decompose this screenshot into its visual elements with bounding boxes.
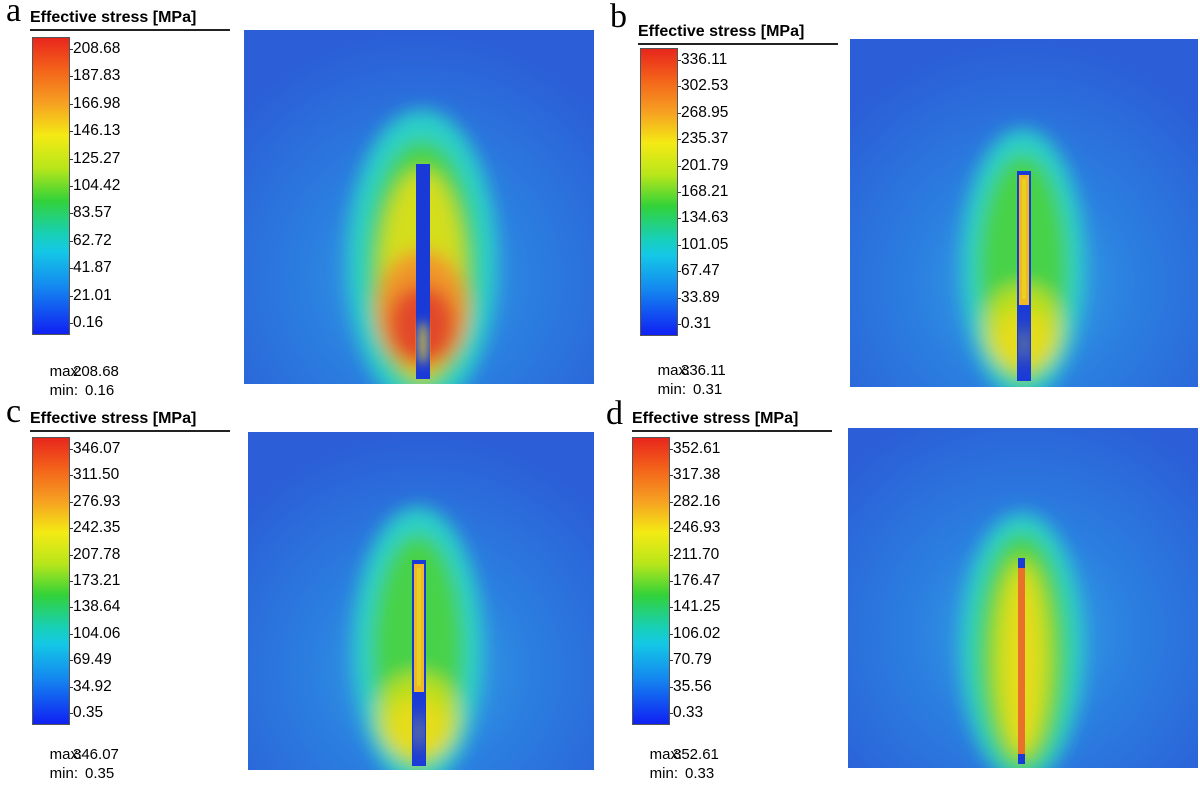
slot bbox=[416, 164, 430, 379]
min-value: 0.31 bbox=[693, 381, 723, 398]
color-scale-bar bbox=[632, 437, 670, 725]
tick-label: 104.06 bbox=[69, 624, 121, 642]
tick-label: 62.72 bbox=[70, 231, 112, 249]
tick-label: 101.05 bbox=[677, 235, 729, 253]
max-readout: max: 352.61 bbox=[633, 728, 719, 782]
tick-label: 208.68 bbox=[69, 40, 121, 57]
min-readout: min: 0.16 bbox=[33, 364, 115, 418]
tick-label: 0.35 bbox=[69, 704, 104, 721]
color-scale-bar bbox=[640, 48, 678, 336]
panel-letter: a bbox=[6, 0, 22, 29]
tick-label: 104.42 bbox=[69, 177, 121, 194]
contour-field bbox=[244, 30, 594, 384]
max-label: max: bbox=[657, 362, 691, 379]
contour-field bbox=[248, 432, 594, 770]
max-value: 352.61 bbox=[673, 746, 719, 763]
tick-label: 0.31 bbox=[677, 315, 712, 332]
tick-label: 173.21 bbox=[69, 572, 121, 589]
tick-label: 69.49 bbox=[70, 651, 112, 669]
legend-title: Effective stress [MPa] bbox=[30, 8, 230, 31]
tick-label: 282.16 bbox=[669, 492, 721, 510]
max-readout: max: 346.07 bbox=[33, 728, 119, 782]
tick-label: 317.38 bbox=[669, 466, 721, 484]
color-scale-bar bbox=[32, 37, 70, 335]
max-value: 346.07 bbox=[73, 746, 119, 763]
min-label: min: bbox=[49, 382, 79, 399]
tick-label: 268.95 bbox=[677, 103, 729, 121]
min-readout: min: 0.31 bbox=[641, 363, 723, 417]
tick-label: 176.47 bbox=[669, 572, 721, 589]
tick-label: 187.83 bbox=[69, 67, 121, 85]
tick-label: 235.37 bbox=[677, 130, 729, 148]
panel-b: b Effective stress [MPa] max: 336.11 min:… bbox=[600, 0, 1200, 398]
tick-label: 336.11 bbox=[677, 51, 728, 68]
tick-label: 346.07 bbox=[69, 440, 121, 457]
min-readout: min: 0.35 bbox=[33, 747, 115, 801]
tick-label: 211.70 bbox=[669, 545, 720, 563]
slot bbox=[1018, 558, 1025, 764]
tick-label: 201.79 bbox=[677, 156, 729, 174]
stress-contour-plot bbox=[848, 428, 1198, 768]
tick-label: 302.53 bbox=[677, 77, 729, 95]
max-label: max: bbox=[49, 363, 83, 380]
tick-label: 242.35 bbox=[69, 519, 121, 537]
panel-d: d Effective stress [MPa] max: 352.61 min:… bbox=[600, 385, 1200, 782]
legend-title: Effective stress [MPa] bbox=[638, 22, 838, 45]
max-label: max: bbox=[49, 746, 83, 763]
stress-contour-plot bbox=[850, 39, 1198, 387]
tick-label: 352.61 bbox=[669, 440, 721, 457]
min-readout: min: 0.33 bbox=[633, 747, 715, 801]
tick-label: 106.02 bbox=[669, 624, 721, 642]
tick-label: 41.87 bbox=[70, 259, 112, 277]
tick-label: 0.16 bbox=[69, 314, 104, 331]
tick-label: 34.92 bbox=[70, 677, 112, 695]
tick-label: 83.57 bbox=[70, 204, 112, 222]
tick-label: 166.98 bbox=[69, 94, 121, 112]
tick-label: 70.79 bbox=[670, 651, 712, 669]
stress-contour-plot bbox=[244, 30, 594, 384]
tick-label: 134.63 bbox=[677, 209, 729, 227]
panel-letter: b bbox=[610, 0, 627, 35]
tick-label: 168.21 bbox=[677, 183, 729, 200]
panel-c: c Effective stress [MPa] max: 346.07 min:… bbox=[0, 385, 600, 782]
tick-label: 138.64 bbox=[69, 598, 121, 616]
panel-letter: d bbox=[606, 395, 623, 432]
max-label: max: bbox=[649, 746, 683, 763]
min-value: 0.33 bbox=[685, 765, 715, 782]
tick-label: 146.13 bbox=[69, 122, 121, 140]
legend-title: Effective stress [MPa] bbox=[30, 409, 230, 432]
panel-a: a Effective stress [MPa] max: 208.68 min:… bbox=[0, 0, 600, 399]
tick-label: 311.50 bbox=[69, 466, 120, 484]
color-scale-bar bbox=[32, 437, 70, 725]
tick-label: 276.93 bbox=[69, 492, 121, 510]
tick-label: 141.25 bbox=[669, 598, 721, 616]
tick-label: 246.93 bbox=[669, 519, 721, 537]
tick-label: 207.78 bbox=[69, 545, 121, 563]
tick-label: 21.01 bbox=[70, 286, 112, 304]
max-readout: max: 208.68 bbox=[33, 345, 119, 399]
tick-label: 33.89 bbox=[678, 288, 720, 306]
max-readout: max: 336.11 bbox=[641, 344, 726, 398]
min-label: min: bbox=[649, 765, 679, 782]
legend-title: Effective stress [MPa] bbox=[632, 409, 832, 432]
max-value: 336.11 bbox=[681, 362, 726, 379]
contour-field bbox=[848, 428, 1198, 768]
min-label: min: bbox=[49, 765, 79, 782]
max-value: 208.68 bbox=[73, 363, 119, 380]
panel-letter: c bbox=[6, 393, 22, 430]
stress-contour-plot bbox=[248, 432, 594, 770]
tick-label: 67.47 bbox=[678, 262, 720, 280]
min-value: 0.16 bbox=[85, 382, 115, 399]
tick-label: 125.27 bbox=[69, 149, 121, 167]
contour-field bbox=[850, 39, 1198, 387]
tick-label: 0.33 bbox=[669, 704, 704, 721]
min-label: min: bbox=[657, 381, 687, 398]
tick-label: 35.56 bbox=[670, 677, 712, 695]
min-value: 0.35 bbox=[85, 765, 115, 782]
